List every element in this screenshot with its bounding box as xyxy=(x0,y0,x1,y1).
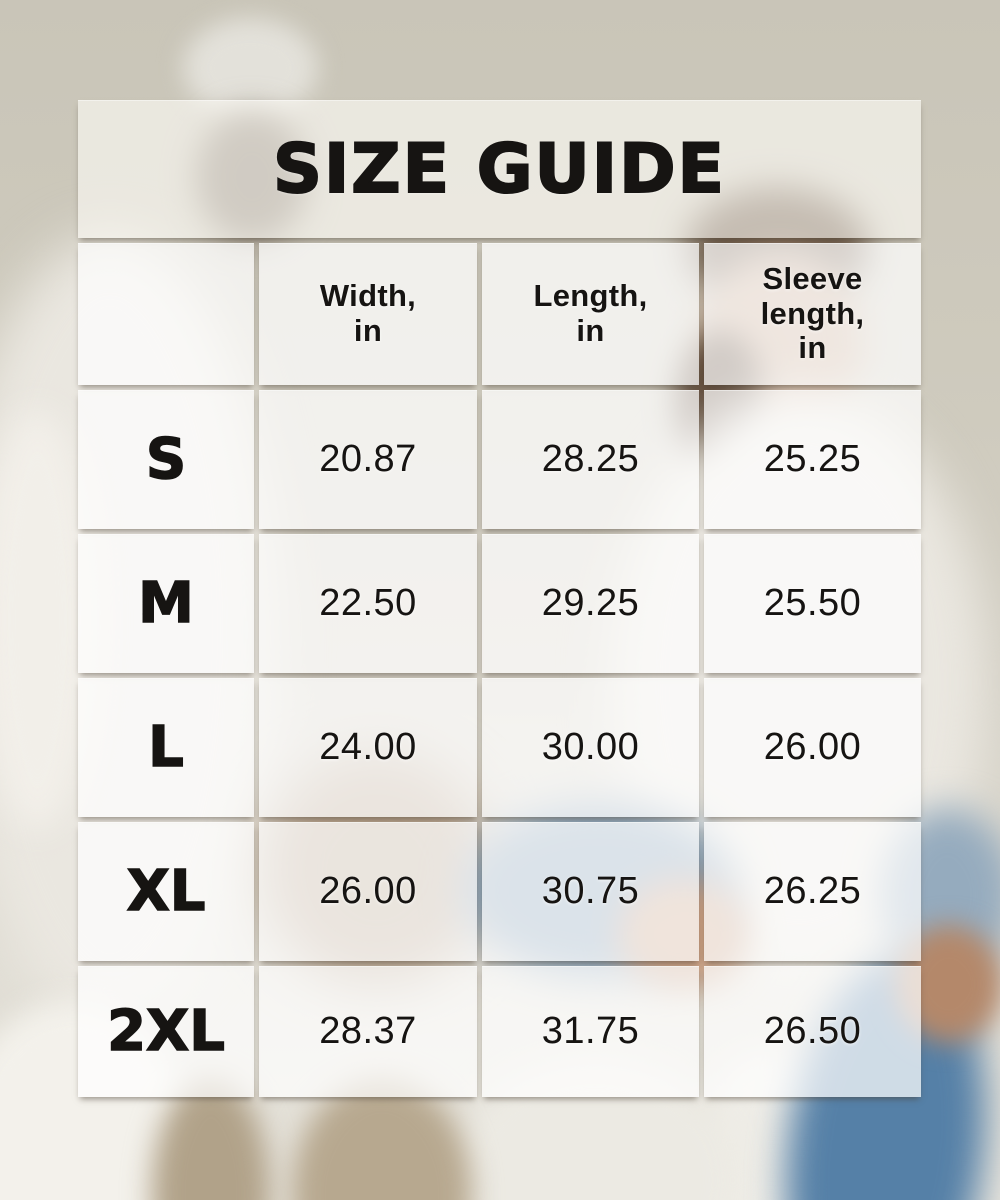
value-xl-width: 26.00 xyxy=(259,822,477,961)
page-title: SIZE GUIDE xyxy=(272,129,726,210)
row-label-l: L xyxy=(78,678,254,817)
size-table: SIZE GUIDE Width, in Length, in Sleeve l… xyxy=(78,100,921,1097)
value-l-sleeve: 26.00 xyxy=(704,678,921,817)
header-width: Width, in xyxy=(259,243,477,385)
row-label-m: M xyxy=(78,534,254,673)
value-s-sleeve: 25.25 xyxy=(704,390,921,529)
value-s-width: 20.87 xyxy=(259,390,477,529)
value-l-length: 30.00 xyxy=(482,678,699,817)
value-s-length: 28.25 xyxy=(482,390,699,529)
value-m-sleeve: 25.50 xyxy=(704,534,921,673)
header-width-line1: Width, xyxy=(319,278,417,314)
value-xl-length: 30.75 xyxy=(482,822,699,961)
header-width-line2: in xyxy=(353,313,383,348)
corner-cell xyxy=(78,243,254,385)
header-length-line1: Length, xyxy=(533,278,648,314)
value-2xl-width: 28.37 xyxy=(259,966,477,1097)
header-sleeve-line1: Sleeve xyxy=(762,260,863,296)
row-label-xl: XL xyxy=(78,822,254,961)
value-2xl-sleeve: 26.50 xyxy=(704,966,921,1097)
value-xl-sleeve: 26.25 xyxy=(704,822,921,961)
value-l-width: 24.00 xyxy=(259,678,477,817)
title-banner: SIZE GUIDE xyxy=(78,100,921,238)
header-length-line2: in xyxy=(576,313,605,348)
row-label-s: S xyxy=(78,390,254,529)
header-length: Length, in xyxy=(482,243,699,385)
header-sleeve-line3: in xyxy=(798,330,827,366)
value-2xl-length: 31.75 xyxy=(482,966,699,1097)
value-m-length: 29.25 xyxy=(482,534,699,673)
row-label-2xl: 2XL xyxy=(78,966,254,1097)
header-sleeve-length: Sleeve length, in xyxy=(704,243,921,385)
value-m-width: 22.50 xyxy=(259,534,477,673)
header-sleeve-line2: length, xyxy=(760,295,865,331)
